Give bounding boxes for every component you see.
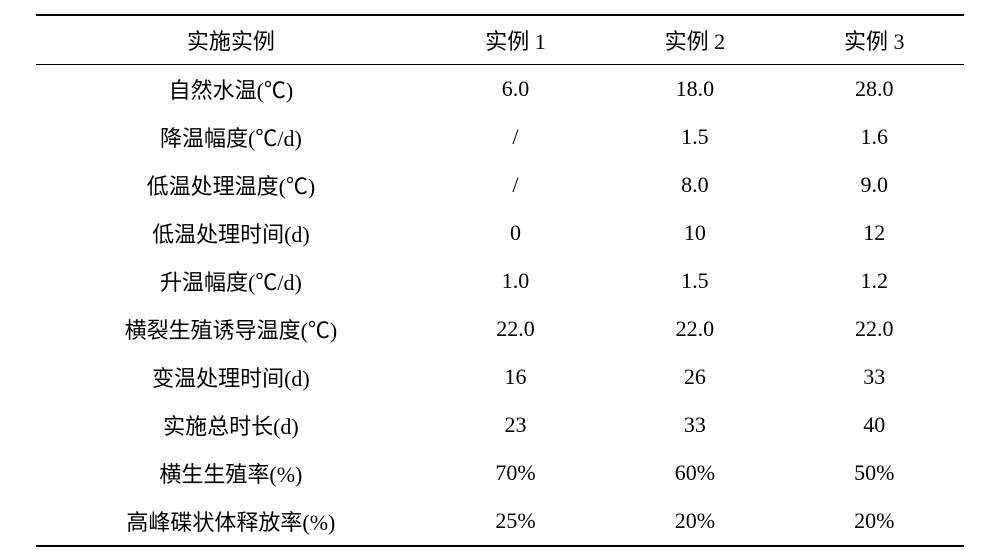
value-cell: 28.0 [785,65,964,114]
value-cell: 40 [785,401,964,449]
value-cell: 8.0 [605,161,784,209]
param-cell: 降温幅度(℃/d) [36,113,426,161]
table-row: 实施总时长(d)233340 [36,401,964,449]
header-col-2: 实例 2 [605,15,784,65]
param-cell: 实施总时长(d) [36,401,426,449]
table-row: 低温处理时间(d)01012 [36,209,964,257]
table-row: 自然水温(℃)6.018.028.0 [36,65,964,114]
value-cell: 22.0 [426,305,605,353]
value-cell: 60% [605,449,784,497]
param-cell: 高峰碟状体释放率(%) [36,497,426,546]
header-param: 实施实例 [36,15,426,65]
param-cell: 横生生殖率(%) [36,449,426,497]
value-cell: 20% [605,497,784,546]
data-table-container: 实施实例 实例 1 实例 2 实例 3 自然水温(℃)6.018.028.0降温… [0,0,1000,556]
value-cell: 33 [785,353,964,401]
table-row: 高峰碟状体释放率(%)25%20%20% [36,497,964,546]
table-row: 低温处理温度(℃)/8.09.0 [36,161,964,209]
value-cell: 33 [605,401,784,449]
table-row: 升温幅度(℃/d)1.01.51.2 [36,257,964,305]
table-row: 降温幅度(℃/d)/1.51.6 [36,113,964,161]
header-col-1: 实例 1 [426,15,605,65]
param-cell: 低温处理时间(d) [36,209,426,257]
table-row: 横裂生殖诱导温度(℃)22.022.022.0 [36,305,964,353]
value-cell: 25% [426,497,605,546]
table-row: 横生生殖率(%)70%60%50% [36,449,964,497]
value-cell: 1.0 [426,257,605,305]
value-cell: 18.0 [605,65,784,114]
value-cell: 20% [785,497,964,546]
value-cell: 1.5 [605,257,784,305]
header-row: 实施实例 实例 1 实例 2 实例 3 [36,15,964,65]
value-cell: 1.6 [785,113,964,161]
value-cell: 22.0 [785,305,964,353]
table-body: 自然水温(℃)6.018.028.0降温幅度(℃/d)/1.51.6低温处理温度… [36,65,964,547]
value-cell: 12 [785,209,964,257]
value-cell: 70% [426,449,605,497]
value-cell: 50% [785,449,964,497]
value-cell: 26 [605,353,784,401]
value-cell: 9.0 [785,161,964,209]
param-cell: 变温处理时间(d) [36,353,426,401]
table-row: 变温处理时间(d)162633 [36,353,964,401]
value-cell: 10 [605,209,784,257]
value-cell: / [426,161,605,209]
value-cell: 0 [426,209,605,257]
param-cell: 低温处理温度(℃) [36,161,426,209]
param-cell: 自然水温(℃) [36,65,426,114]
value-cell: 23 [426,401,605,449]
value-cell: 1.2 [785,257,964,305]
value-cell: / [426,113,605,161]
param-cell: 升温幅度(℃/d) [36,257,426,305]
param-cell: 横裂生殖诱导温度(℃) [36,305,426,353]
header-col-3: 实例 3 [785,15,964,65]
table-header: 实施实例 实例 1 实例 2 实例 3 [36,15,964,65]
value-cell: 22.0 [605,305,784,353]
value-cell: 6.0 [426,65,605,114]
data-table: 实施实例 实例 1 实例 2 实例 3 自然水温(℃)6.018.028.0降温… [36,14,964,547]
value-cell: 1.5 [605,113,784,161]
value-cell: 16 [426,353,605,401]
